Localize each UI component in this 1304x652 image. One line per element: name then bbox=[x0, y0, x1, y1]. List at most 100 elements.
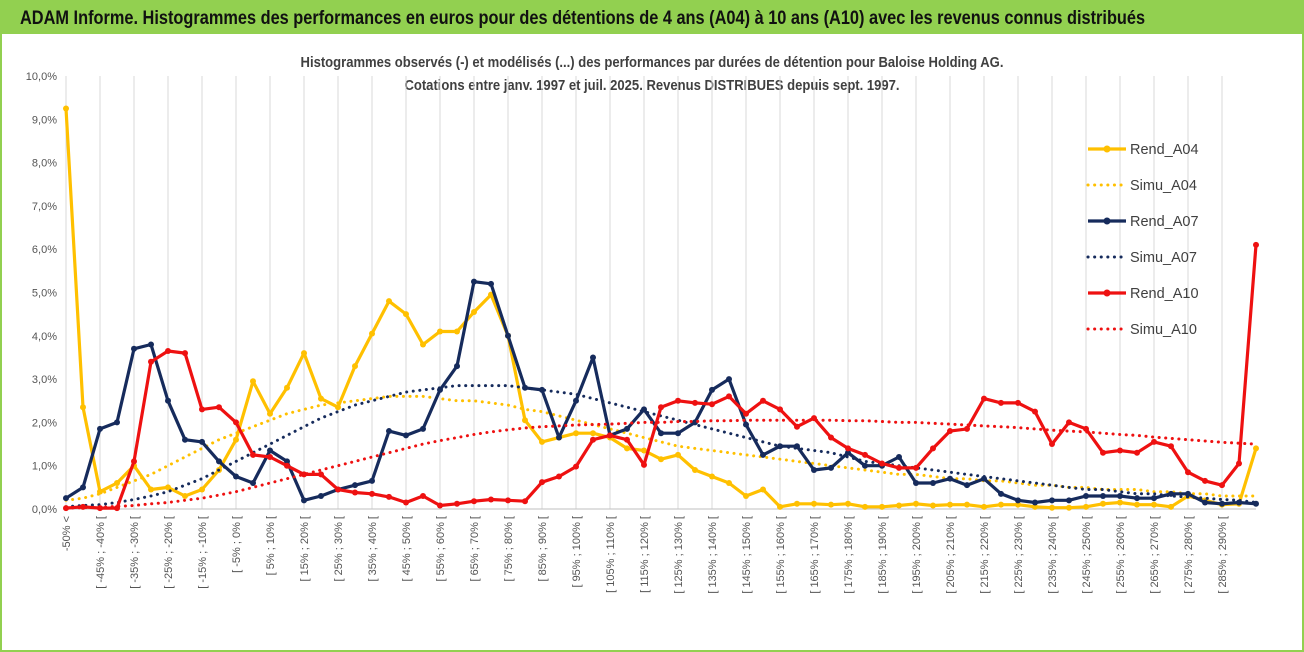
legend-label-simu-a07: Simu_A07 bbox=[1130, 250, 1197, 266]
data-point-rend-a10 bbox=[403, 499, 409, 506]
data-point-rend-a04 bbox=[148, 486, 154, 493]
data-point-rend-a07 bbox=[539, 386, 545, 393]
data-point-rend-a04 bbox=[471, 308, 477, 315]
data-point-rend-a04 bbox=[862, 503, 868, 510]
x-tick-label: [ -45% ; -40% [ bbox=[95, 516, 107, 589]
data-point-rend-a04 bbox=[352, 363, 358, 370]
x-tick-label: [ 275% ; 280% [ bbox=[1183, 516, 1195, 594]
y-tick-label: 5,0% bbox=[32, 288, 57, 300]
data-point-rend-a07 bbox=[1100, 493, 1106, 500]
data-point-rend-a10 bbox=[199, 406, 205, 413]
data-point-rend-a04 bbox=[1253, 445, 1259, 452]
x-tick-label: -50% < bbox=[61, 516, 73, 551]
series-line-rend-a10 bbox=[65, 244, 1258, 510]
data-point-rend-a04 bbox=[1117, 499, 1123, 506]
data-point-rend-a07 bbox=[811, 467, 817, 474]
x-tick-label: [ 285% ; 290% [ bbox=[1217, 516, 1229, 594]
y-tick-label: 9,0% bbox=[32, 114, 57, 126]
data-point-rend-a10 bbox=[522, 498, 528, 505]
data-point-rend-a07 bbox=[556, 434, 562, 441]
data-point-rend-a04 bbox=[522, 417, 528, 424]
data-point-rend-a10 bbox=[1151, 438, 1157, 445]
data-point-rend-a07 bbox=[454, 363, 460, 370]
data-point-rend-a07 bbox=[386, 428, 392, 435]
data-point-rend-a10 bbox=[216, 404, 222, 411]
data-point-rend-a04 bbox=[1100, 500, 1106, 507]
data-point-rend-a10 bbox=[998, 399, 1004, 406]
data-point-rend-a07 bbox=[573, 397, 579, 404]
x-tick-label: [ 115% ; 120% [ bbox=[639, 516, 651, 593]
data-point-rend-a07 bbox=[964, 482, 970, 489]
report-title: ADAM Informe. Histogrammes des performan… bbox=[20, 8, 1146, 29]
data-point-rend-a10 bbox=[1066, 419, 1072, 426]
data-point-rend-a04 bbox=[114, 480, 120, 487]
data-point-rend-a04 bbox=[267, 410, 273, 417]
data-point-rend-a10 bbox=[743, 410, 749, 417]
data-point-rend-a07 bbox=[301, 497, 307, 504]
data-point-rend-a10 bbox=[573, 463, 579, 470]
data-point-rend-a10 bbox=[726, 393, 732, 400]
data-point-rend-a07 bbox=[845, 449, 851, 456]
x-tick-label: [ 45% ; 50% [ bbox=[401, 516, 413, 581]
chart-title-line1: Histogrammes observés (-) et modélisés (… bbox=[300, 55, 1004, 71]
data-point-rend-a04 bbox=[624, 445, 630, 452]
data-point-rend-a07 bbox=[114, 419, 120, 426]
data-point-rend-a04 bbox=[80, 404, 86, 411]
legend-marker-rend-a04 bbox=[1103, 145, 1111, 153]
x-tick-label: [ 75% ; 80% [ bbox=[503, 516, 515, 581]
data-point-rend-a04 bbox=[675, 451, 681, 458]
data-point-rend-a07 bbox=[488, 280, 494, 287]
data-point-rend-a10 bbox=[845, 445, 851, 452]
y-tick-label: 4,0% bbox=[32, 331, 57, 343]
data-point-rend-a10 bbox=[862, 451, 868, 458]
data-point-rend-a07 bbox=[131, 345, 137, 352]
legend-label-rend-a07: Rend_A07 bbox=[1130, 214, 1199, 230]
data-point-rend-a04 bbox=[301, 350, 307, 357]
data-point-rend-a10 bbox=[301, 471, 307, 478]
data-point-rend-a10 bbox=[250, 451, 256, 458]
data-point-rend-a10 bbox=[930, 445, 936, 452]
data-point-rend-a04 bbox=[879, 503, 885, 510]
x-tick-label: [ 65% ; 70% [ bbox=[469, 516, 481, 581]
data-point-rend-a04 bbox=[437, 328, 443, 335]
data-point-rend-a07 bbox=[80, 484, 86, 491]
data-point-rend-a07 bbox=[930, 480, 936, 487]
data-point-rend-a04 bbox=[420, 341, 426, 348]
data-point-rend-a10 bbox=[1219, 482, 1225, 489]
chart-title-line2: Cotations entre janv. 1997 et juil. 2025… bbox=[404, 78, 900, 94]
data-point-rend-a10 bbox=[777, 406, 783, 413]
data-point-rend-a04 bbox=[794, 500, 800, 507]
data-point-rend-a10 bbox=[165, 347, 171, 354]
chart-title: Histogrammes observés (-) et modélisés (… bbox=[0, 52, 1304, 98]
data-point-rend-a10 bbox=[1049, 441, 1055, 448]
data-point-rend-a07 bbox=[1032, 499, 1038, 506]
x-tick-label: [ -5% ; 0% [ bbox=[231, 516, 243, 573]
series-line-simu-a04 bbox=[64, 394, 1258, 502]
data-point-rend-a04 bbox=[63, 105, 69, 112]
x-tick-label: [ 215% ; 220% [ bbox=[979, 516, 991, 594]
data-point-rend-a04 bbox=[692, 467, 698, 474]
data-point-rend-a07 bbox=[760, 451, 766, 458]
data-point-rend-a04 bbox=[743, 493, 749, 500]
data-point-rend-a04 bbox=[1066, 504, 1072, 511]
data-point-rend-a04 bbox=[1049, 504, 1055, 511]
data-point-rend-a07 bbox=[1066, 497, 1072, 504]
data-point-rend-a07 bbox=[913, 480, 919, 487]
data-point-rend-a04 bbox=[641, 447, 647, 454]
data-point-rend-a04 bbox=[318, 395, 324, 402]
y-tick-label: 3,0% bbox=[32, 374, 57, 386]
data-point-rend-a10 bbox=[607, 432, 613, 439]
x-tick-label: [ -35% ; -30% [ bbox=[129, 516, 141, 589]
data-point-rend-a10 bbox=[369, 490, 375, 497]
data-point-rend-a07 bbox=[726, 376, 732, 383]
data-point-rend-a04 bbox=[777, 503, 783, 510]
x-tick-label: [ 175% ; 180% [ bbox=[843, 516, 855, 594]
y-tick-label: 1,0% bbox=[32, 461, 57, 473]
data-point-rend-a07 bbox=[1049, 497, 1055, 504]
data-point-rend-a10 bbox=[284, 462, 290, 469]
data-point-rend-a04 bbox=[233, 436, 239, 443]
data-point-rend-a04 bbox=[658, 456, 664, 463]
data-point-rend-a07 bbox=[743, 421, 749, 428]
data-point-rend-a10 bbox=[454, 500, 460, 507]
